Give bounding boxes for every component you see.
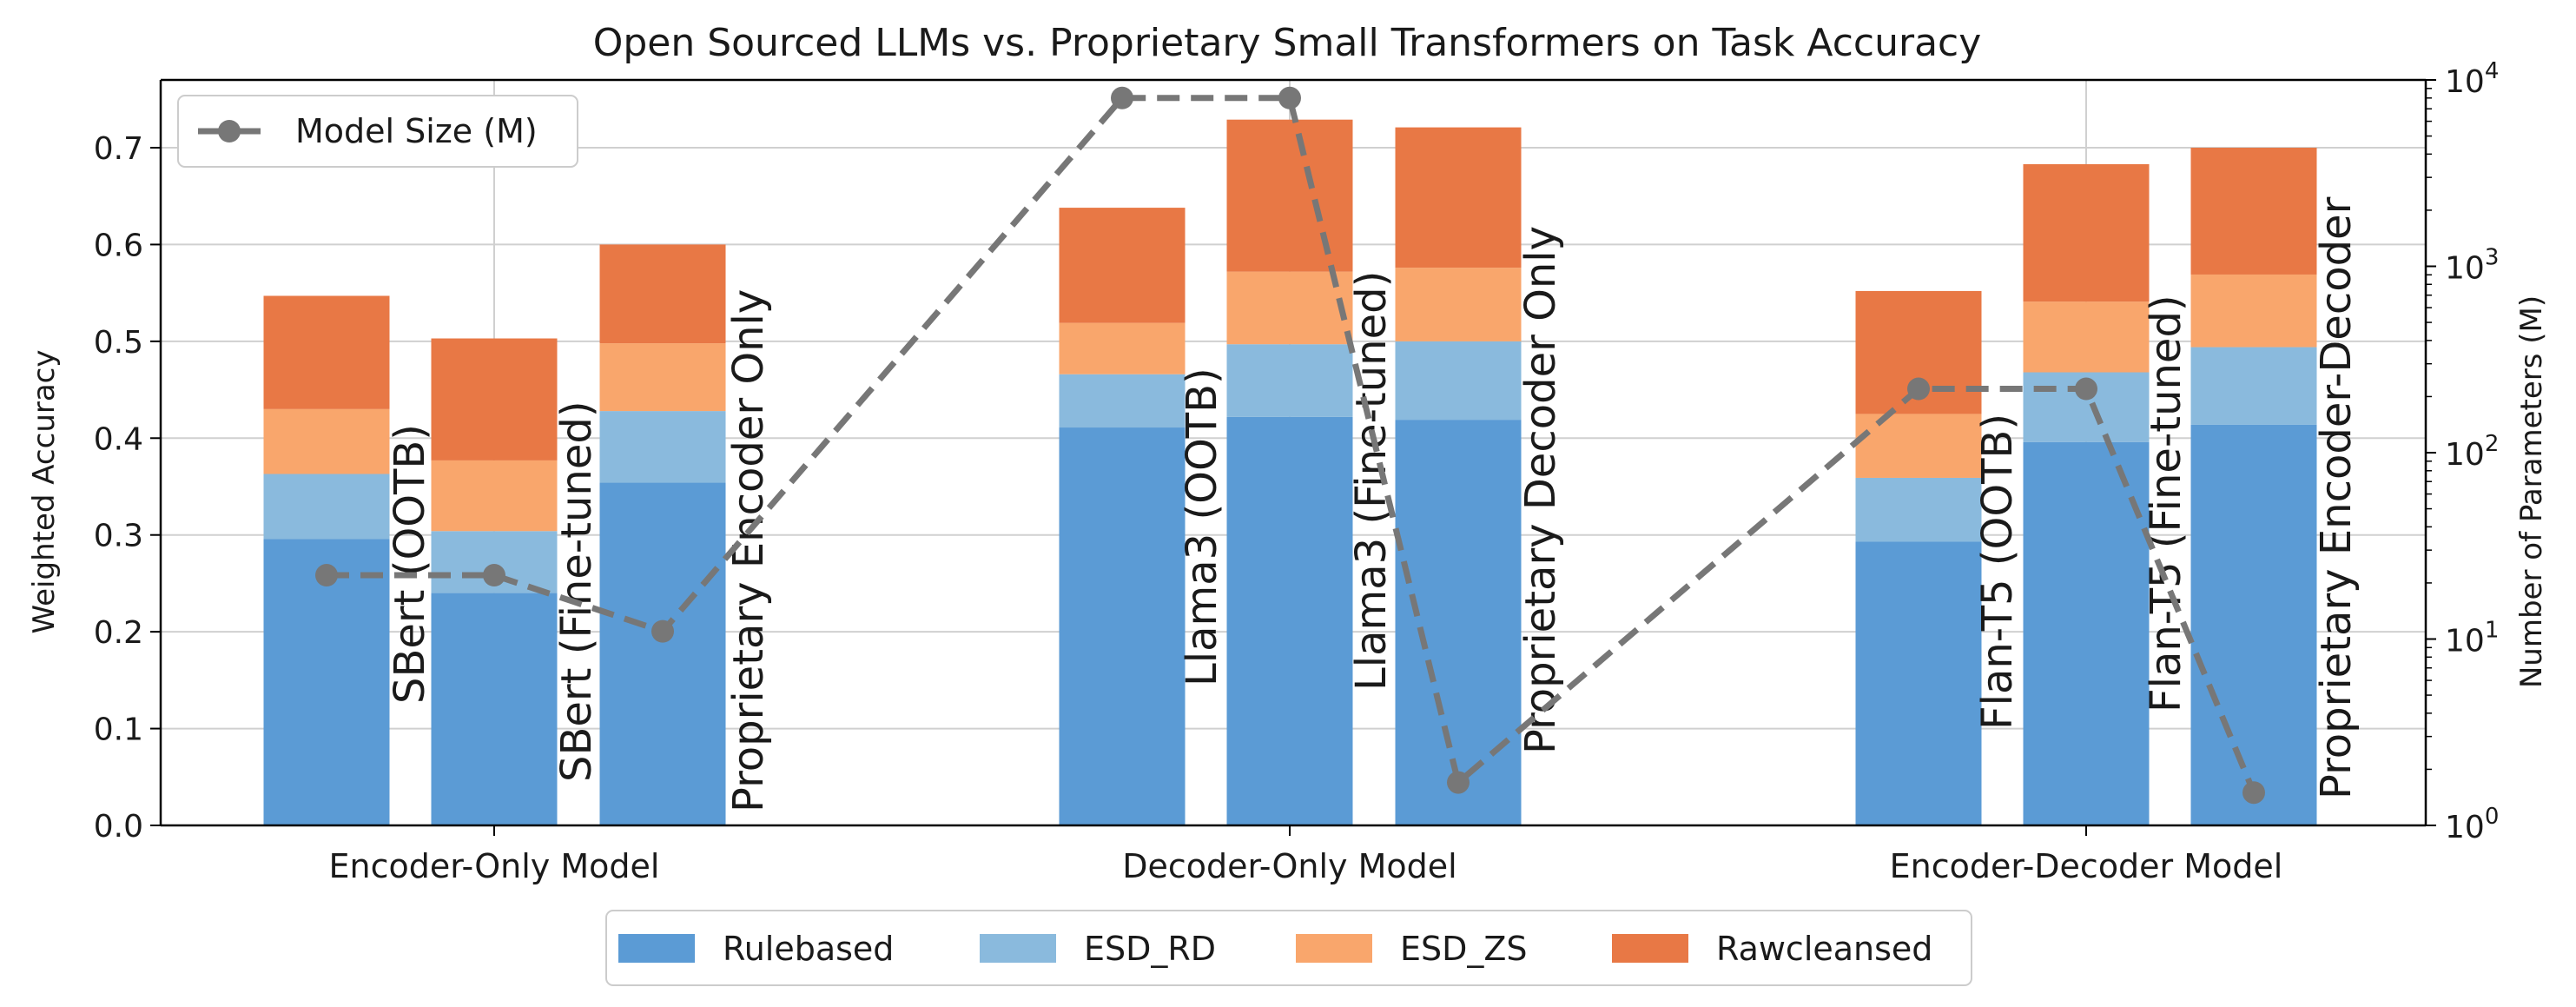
bar-sbert-fine-tuned-rulebased [431, 593, 558, 825]
model-size-point-flan-t5-ootb [1907, 377, 1930, 401]
bar-llama3-ootb-rawcleansed [1059, 208, 1186, 323]
bar-label-llama3-ootb: Llama3 (OOTB) [1178, 368, 1226, 686]
chart-title: Open Sourced LLMs vs. Proprietary Small … [593, 21, 1982, 65]
legend-swatch-esd-rd [980, 934, 1056, 963]
model-size-point-proprietary-encoder-decoder [2242, 781, 2265, 805]
bar-llama3-fine-tuned-rawcleansed [1226, 119, 1353, 272]
y-tick-label-3: 0.3 [94, 519, 143, 554]
bar-label-sbert-fine-tuned: SBert (Fine-tuned) [552, 401, 601, 782]
bar-proprietary-decoder-only-esd-rd [1395, 341, 1522, 421]
bar-series [263, 119, 2317, 825]
model-size-point-sbert-fine-tuned [483, 564, 505, 587]
bar-flan-t5-ootb-esd-zs [1855, 414, 1982, 478]
legend-swatch-rawcleansed [1612, 934, 1688, 963]
bar-proprietary-encoder-decoder-esd-zs [2190, 274, 2317, 348]
bar-sbert-ootb-rulebased [263, 539, 390, 825]
bar-proprietary-encoder-only-esd-zs [599, 343, 726, 412]
x-axis-group-labels: Encoder-Only Model Decoder-Only Model Enco… [329, 825, 2283, 885]
model-size-point-flan-t5-fine-tuned [2075, 377, 2097, 401]
bar-llama3-ootb-rulebased [1059, 427, 1186, 825]
bar-llama3-ootb-esd-rd [1059, 374, 1186, 428]
bar-label-sbert-ootb: SBert (OOTB) [386, 424, 434, 704]
y-tick-label-1: 0.1 [94, 712, 143, 748]
y2-axis-ticks: 100 101 102 103 104 [2426, 58, 2499, 845]
legend-label-esd-rd: ESD_RD [1084, 930, 1216, 968]
bar-flan-t5-fine-tuned-rulebased [2023, 441, 2150, 825]
y2-axis-label: Number of Parameters (M) [2514, 295, 2549, 688]
y2-tick-label-1: 101 [2445, 618, 2499, 659]
bar-proprietary-encoder-decoder-esd-rd [2190, 347, 2317, 425]
bar-flan-t5-fine-tuned-rawcleansed [2023, 163, 2150, 302]
y2-tick-label-3: 103 [2445, 245, 2499, 287]
x-group-label-encoder-decoder-model: Encoder-Decoder Model [1890, 847, 2283, 885]
y2-tick-label-0: 100 [2445, 804, 2499, 845]
bar-flan-t5-fine-tuned-esd-zs [2023, 301, 2150, 373]
bar-proprietary-encoder-only-rulebased [599, 482, 726, 825]
legend-bottom-box [605, 910, 1972, 986]
legend-model-size-swatch-marker [218, 120, 241, 142]
y-tick-label-2: 0.2 [94, 615, 143, 651]
bar-label-proprietary-encoder-decoder: Proprietary Encoder-Decoder [2312, 196, 2361, 799]
bar-llama3-fine-tuned-esd-zs [1226, 271, 1353, 345]
model-size-point-proprietary-decoder-only [1447, 771, 1470, 794]
y-tick-label-7: 0.7 [94, 131, 143, 167]
bar-proprietary-encoder-only-rawcleansed [599, 244, 726, 344]
bar-label-flan-t5-fine-tuned: Flan-T5 (Fine-tuned) [2142, 295, 2190, 712]
bar-label-proprietary-decoder-only: Proprietary Decoder Only [1516, 226, 1565, 754]
bar-flan-t5-ootb-esd-rd [1855, 477, 1982, 542]
bar-sbert-fine-tuned-esd-zs [431, 460, 558, 532]
y-tick-label-4: 0.4 [94, 421, 143, 457]
legend-model-size: Model Size (M) [177, 95, 578, 168]
legend-label-rulebased: Rulebased [723, 930, 894, 968]
model-size-point-llama3-ootb [1111, 86, 1133, 109]
bar-llama3-ootb-esd-zs [1059, 322, 1186, 374]
bar-label-llama3-fine-tuned: Llama3 (Fine-tuned) [1347, 271, 1396, 691]
bar-llama3-fine-tuned-rulebased [1226, 416, 1353, 825]
model-size-point-sbert-ootb [315, 564, 338, 587]
legend-bottom: Rulebased ESD_RD ESD_ZS Rawcleansed [605, 910, 1972, 986]
bar-flan-t5-ootb-rulebased [1855, 541, 1982, 825]
bar-proprietary-encoder-decoder-rawcleansed [2190, 148, 2317, 275]
legend-label-esd-zs: ESD_ZS [1400, 930, 1528, 968]
y-axis-ticks: 0.0 0.1 0.2 0.3 0.4 0.5 0.6 0.7 [94, 131, 161, 845]
model-size-line [315, 86, 2265, 805]
legend-label-rawcleansed: Rawcleansed [1716, 930, 1932, 968]
y-tick-label-6: 0.6 [94, 228, 143, 263]
bar-sbert-ootb-esd-zs [263, 408, 390, 474]
legend-model-size-label: Model Size (M) [295, 112, 538, 150]
y2-tick-label-2: 102 [2445, 431, 2499, 473]
bar-proprietary-decoder-only-rulebased [1395, 420, 1522, 825]
model-size-point-proprietary-encoder-only [651, 619, 674, 643]
bar-sbert-fine-tuned-rawcleansed [431, 338, 558, 460]
legend-swatch-esd-zs [1296, 934, 1372, 963]
legend-swatch-rulebased [618, 934, 695, 963]
bar-proprietary-decoder-only-rawcleansed [1395, 127, 1522, 268]
bar-labels: SBert (OOTB) SBert (Fine-tuned) Proprietar… [386, 196, 2361, 812]
y-tick-label-5: 0.5 [94, 325, 143, 361]
bar-label-flan-t5-ootb: Flan-T5 (OOTB) [1973, 414, 2022, 730]
model-size-point-llama3-fine-tuned [1278, 86, 1301, 109]
bar-proprietary-encoder-decoder-rulebased [2190, 424, 2317, 825]
x-group-label-encoder-only-model: Encoder-Only Model [329, 847, 660, 885]
bar-proprietary-encoder-only-esd-rd [599, 411, 726, 483]
x-group-label-decoder-only-model: Decoder-Only Model [1122, 847, 1456, 885]
bar-sbert-ootb-rawcleansed [263, 295, 390, 409]
y-axis-label: Weighted Accuracy [27, 350, 62, 634]
y2-tick-label-4: 104 [2445, 58, 2499, 100]
y-tick-label-0: 0.0 [94, 809, 143, 845]
legend-model-size-box [177, 95, 578, 168]
bar-llama3-fine-tuned-esd-rd [1226, 344, 1353, 417]
bar-proprietary-decoder-only-esd-zs [1395, 268, 1522, 341]
bar-sbert-ootb-esd-rd [263, 474, 390, 540]
